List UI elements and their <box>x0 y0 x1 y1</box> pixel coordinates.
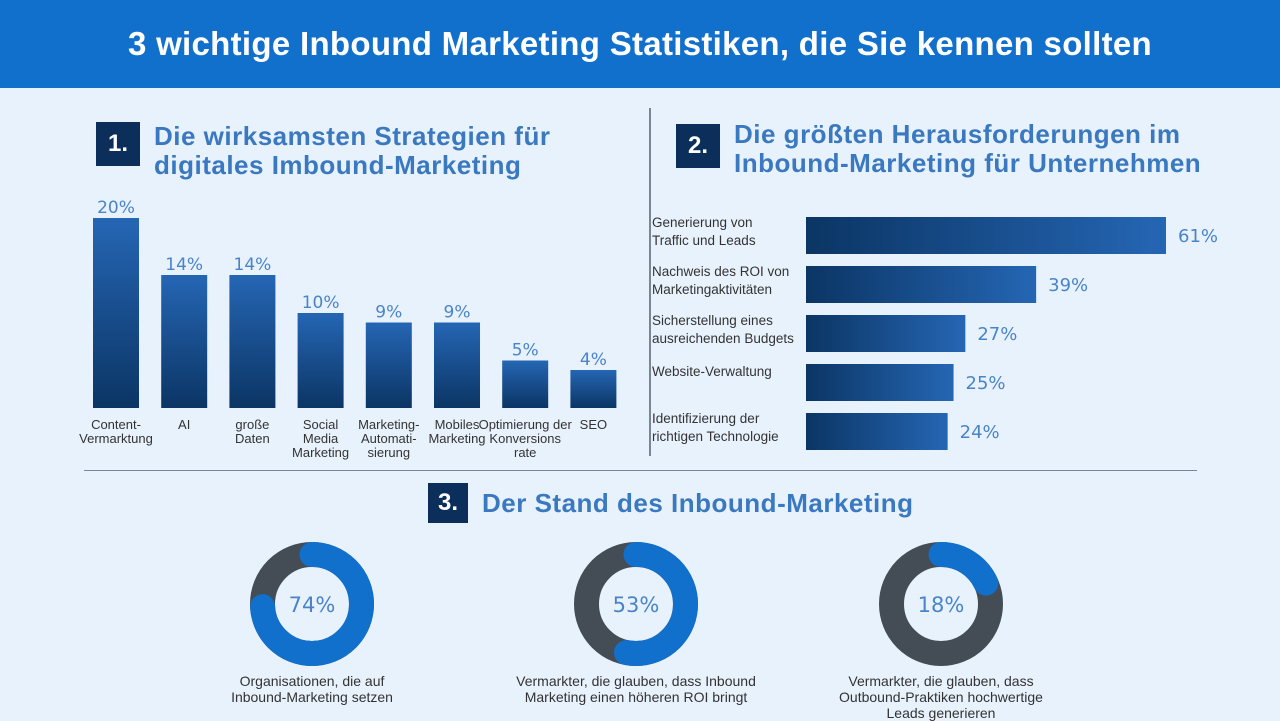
bar-value-label: 25% <box>966 373 1006 394</box>
donut-caption: Vermarkter, die glauben, dass Inbound Mar… <box>486 673 786 705</box>
bar-category-label: Media <box>303 431 339 446</box>
bar-value-label: 61% <box>1178 226 1218 247</box>
bar-category-label: Social <box>303 417 339 432</box>
bar-value-label: 14% <box>234 255 272 275</box>
bar-value-label: 27% <box>977 324 1017 345</box>
bar-category-label: Automati- <box>361 431 417 446</box>
bar-category-label: Konversions <box>489 431 561 446</box>
bar-category-label: SEO <box>580 417 607 432</box>
bar-category-label: richtigen Technologie <box>652 429 779 444</box>
section-1-title: 1. Die wirksamsten Strategien für digital… <box>96 122 550 180</box>
section-number: 1. <box>96 122 140 166</box>
donut-value-label: 18% <box>918 593 965 617</box>
bar-category-label: sierung <box>367 445 410 460</box>
bar-category-label: Traffic und Leads <box>652 233 756 248</box>
donut-caption: Vermarkter, die glauben, dass Outbound-Pr… <box>791 673 1091 721</box>
bar-category-label: große <box>235 417 269 432</box>
bar <box>806 315 966 352</box>
bar-value-label: 9% <box>444 303 471 323</box>
bar-category-label: ausreichenden Budgets <box>652 331 794 346</box>
bar <box>365 322 412 408</box>
bar-category-label: Marketing- <box>358 417 419 432</box>
section-number: 2. <box>676 124 720 168</box>
bar <box>806 266 1037 303</box>
bar-category-label: Optimierung der <box>479 417 573 432</box>
bar-category-label: rate <box>514 445 536 460</box>
donut-value-label: 53% <box>613 593 660 617</box>
bar-value-label: 5% <box>512 341 539 361</box>
caption-line: Leads generieren <box>886 705 996 721</box>
bar-value-label: 39% <box>1048 275 1088 296</box>
caption-line: Vermarkter, die glauben, dass Inbound <box>516 673 756 689</box>
bar <box>297 313 344 408</box>
divider-vertical <box>649 108 651 456</box>
bar <box>93 218 139 408</box>
bar <box>161 275 208 408</box>
caption-line: Vermarkter, die glauben, dass <box>848 673 1034 689</box>
bar <box>806 364 954 401</box>
bar-value-label: 10% <box>302 293 340 313</box>
bar-value-label: 4% <box>580 350 607 370</box>
donut-caption: Organisationen, die auf Inbound-Marketing… <box>162 673 462 705</box>
bar <box>229 275 276 408</box>
bar-value-label: 20% <box>97 198 135 218</box>
donut-segment <box>250 542 374 666</box>
page-title: 3 wichtige Inbound Marketing Statistiken… <box>127 25 1153 62</box>
title-line: Der Stand des Inbound-Marketing <box>482 487 914 518</box>
title-line: digitales Imbound-Marketing <box>154 150 522 180</box>
title-line: Inbound-Marketing für Unternehmen <box>734 148 1202 178</box>
bar-category-label: Generierung von <box>652 215 753 230</box>
bar <box>434 322 480 408</box>
title-line: Die größten Herausforderungen im <box>734 119 1181 149</box>
bar-category-label: Marketing <box>292 445 349 460</box>
section-3-title: 3. Der Stand des Inbound-Marketing <box>428 483 914 523</box>
bar-value-label: 24% <box>960 422 1000 443</box>
bar-category-label: Sicherstellung eines <box>652 313 773 328</box>
bar-category-label: Website-Verwaltung <box>652 364 772 379</box>
donut-segment <box>879 542 1003 666</box>
bar <box>502 360 549 408</box>
caption-line: Outbound-Praktiken hochwertige <box>839 689 1043 705</box>
divider-horizontal <box>84 470 1197 471</box>
bar-category-label: Identifizierung der <box>652 411 760 426</box>
bar-category-label: AI <box>178 417 190 432</box>
caption-line: Inbound-Marketing setzen <box>231 689 393 705</box>
caption-line: Marketing einen höheren ROI bringt <box>524 689 748 705</box>
bar-value-label: 14% <box>165 255 203 275</box>
section-number: 3. <box>428 483 468 523</box>
bar <box>570 370 617 408</box>
bar <box>806 413 948 450</box>
donut-value-label: 74% <box>289 593 336 617</box>
bar-category-label: Marketingaktivitäten <box>652 282 772 297</box>
header: 3 wichtige Inbound Marketing Statistiken… <box>0 0 1280 88</box>
bar-category-label: Mobiles <box>435 417 480 432</box>
bar-value-label: 9% <box>375 303 402 323</box>
bar <box>806 217 1166 254</box>
bar-category-label: Content- <box>91 417 141 432</box>
bar-category-label: Nachweis des ROI von <box>652 264 789 279</box>
bar-category-label: Vermarktung <box>79 431 153 446</box>
title-line: Die wirksamsten Strategien für <box>154 121 551 151</box>
bar-category-label: Marketing <box>428 431 485 446</box>
bar-category-label: Daten <box>235 431 270 446</box>
section-2-title: 2. Die größten Herausforderungen im Inbou… <box>676 120 1201 178</box>
caption-line: Organisationen, die auf <box>239 673 385 689</box>
donut-segment <box>574 542 698 666</box>
